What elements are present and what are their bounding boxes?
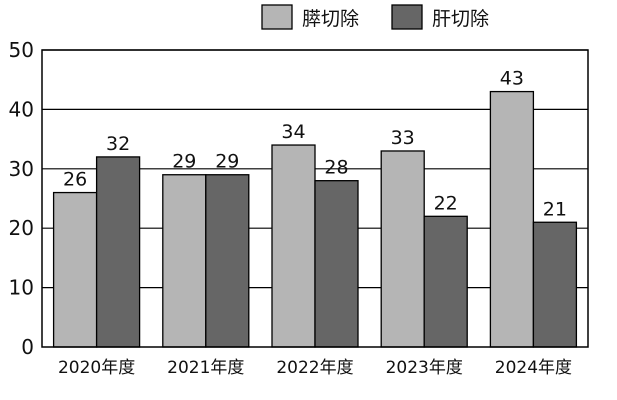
x-tick-label: 2021年度 — [167, 358, 244, 378]
x-axis-ticks: 2020年度 2021年度 2022年度 2023年度 2024年度 — [58, 358, 572, 378]
bar — [52, 191, 98, 348]
bar — [314, 180, 359, 348]
data-label: 22 — [434, 192, 458, 214]
data-labels: 26 32 29 29 34 28 33 22 43 21 — [63, 68, 567, 221]
bars — [52, 90, 578, 348]
y-tick-label: 0 — [21, 335, 34, 359]
y-tick-label: 40 — [9, 97, 34, 121]
bar — [205, 174, 250, 348]
legend-label: 膵切除 — [302, 8, 359, 30]
legend-swatch — [261, 4, 293, 30]
data-label: 29 — [172, 151, 196, 173]
plot-border — [41, 49, 589, 348]
x-tick-label: 2024年度 — [495, 358, 572, 378]
x-tick-label: 2023年度 — [386, 358, 463, 378]
legend-swatch — [391, 4, 423, 30]
x-tick-label: 2020年度 — [58, 358, 135, 378]
data-label: 43 — [500, 68, 524, 90]
x-tick-label: 2022年度 — [276, 358, 353, 378]
bar — [162, 174, 207, 348]
bar — [423, 215, 468, 348]
data-label: 33 — [391, 127, 415, 149]
y-tick-label: 10 — [9, 276, 34, 300]
bar — [95, 156, 141, 348]
legend: 膵切除 肝切除 — [261, 4, 489, 30]
bar — [271, 144, 316, 348]
y-tick-label: 20 — [9, 216, 34, 240]
legend-label: 肝切除 — [432, 8, 489, 30]
data-label: 32 — [106, 133, 130, 155]
y-tick-label: 50 — [9, 38, 34, 62]
y-tick-label: 30 — [9, 157, 34, 181]
plot-frame — [41, 49, 589, 348]
data-label: 28 — [324, 157, 348, 179]
data-label: 29 — [215, 151, 239, 173]
y-axis-ticks: 0 10 20 30 40 50 — [9, 38, 34, 359]
bar — [380, 150, 425, 348]
data-label: 26 — [63, 169, 87, 191]
bar — [532, 221, 578, 348]
bar — [489, 90, 535, 348]
data-label: 21 — [543, 198, 567, 220]
data-label: 34 — [281, 121, 305, 143]
